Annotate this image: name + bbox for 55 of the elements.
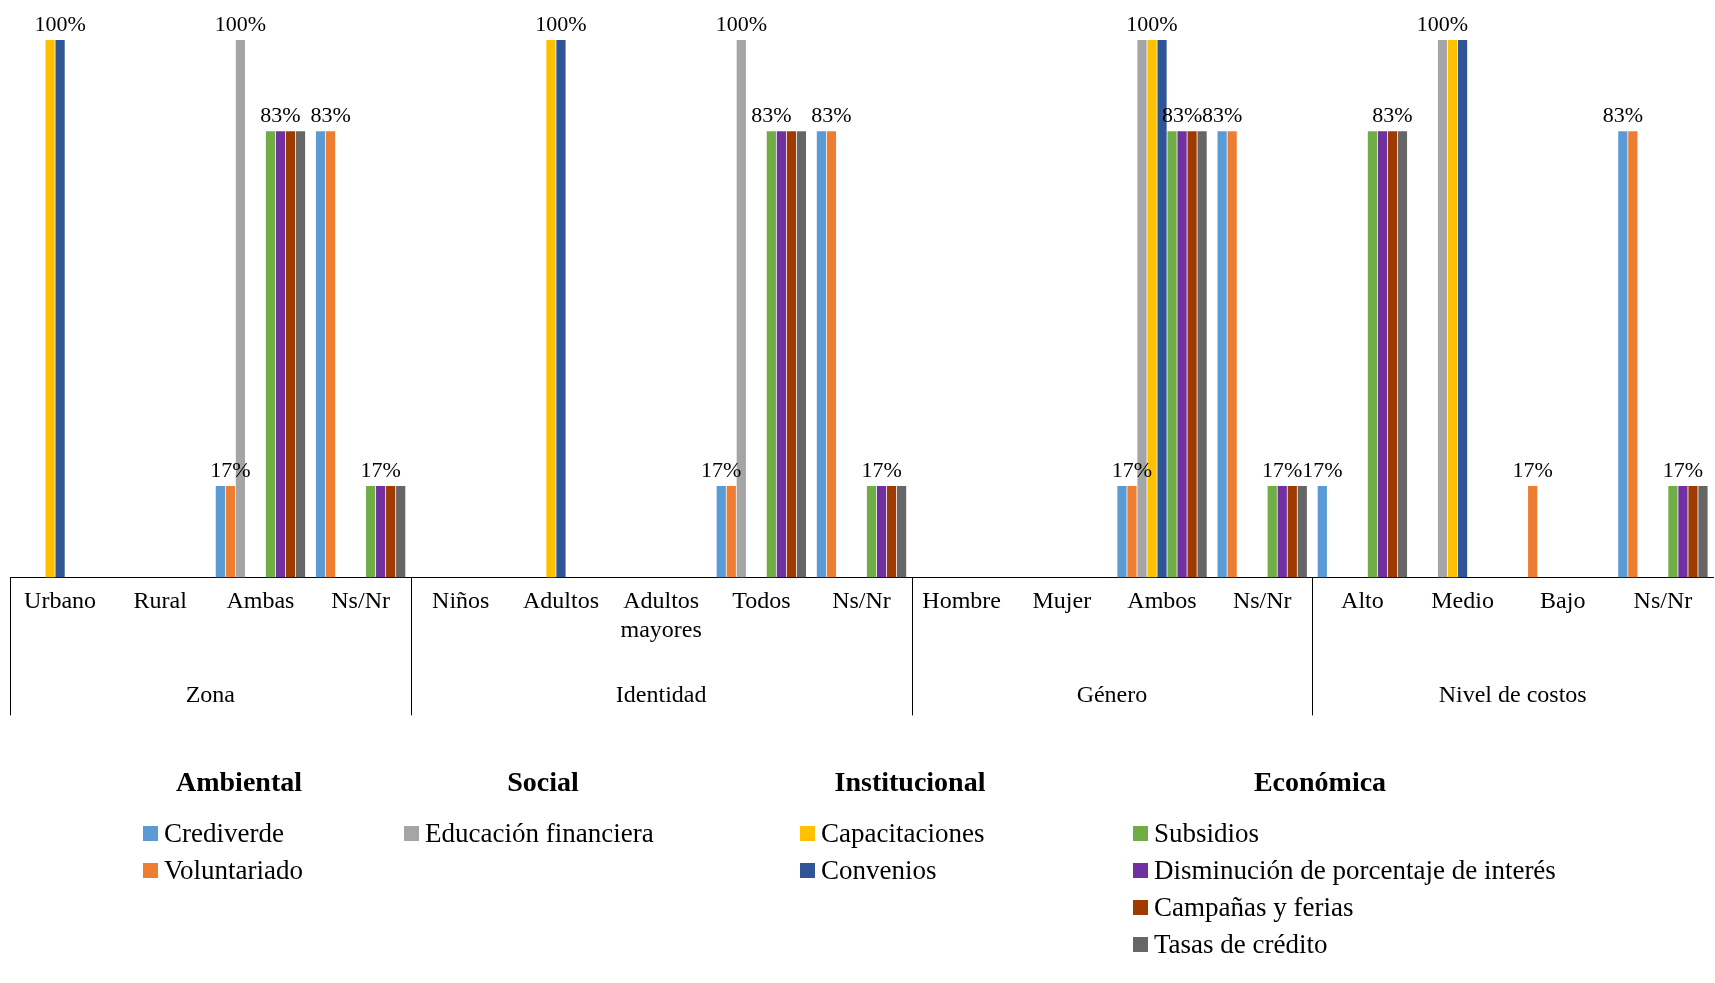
data-label: 17%	[701, 456, 742, 482]
text: Ambiental	[176, 766, 302, 798]
x-tick-label: Ns/Nr	[832, 587, 891, 614]
text: Nivel de costos	[1438, 680, 1587, 707]
data-label: 83%	[751, 102, 792, 128]
legend-label: Tasas de crédito	[1154, 929, 1328, 960]
legend-label: Campañas y ferias	[1154, 892, 1354, 923]
x-tick-label: Ns/Nr	[331, 587, 390, 614]
data-label: 83%	[1602, 102, 1644, 128]
legend-label: Voluntariado	[164, 855, 303, 886]
legend-label: Capacitaciones	[821, 818, 985, 849]
x-tick-label: Adultos	[522, 587, 599, 614]
data-label: 83%	[811, 102, 852, 128]
data-label: 100%	[1126, 10, 1178, 36]
data-label: 17%	[1662, 456, 1704, 482]
x-tick-label: Ambas	[226, 587, 295, 614]
text: Género	[1076, 680, 1148, 707]
legend-label: Subsidios	[1154, 818, 1260, 849]
x-tick-label: Urbano	[24, 587, 97, 614]
data-label: 17%	[1262, 456, 1303, 482]
text: Social	[507, 766, 579, 798]
data-label: 100%	[34, 10, 86, 36]
data-label: 83%	[1201, 102, 1243, 128]
data-label: 83%	[260, 102, 301, 128]
legend-label: Convenios	[821, 855, 937, 886]
data-label: 17%	[1302, 456, 1343, 482]
data-label: 17%	[1512, 456, 1553, 482]
x-tick-label: Rural	[133, 587, 188, 614]
data-label: 83%	[1372, 102, 1413, 128]
x-tick-label: Mujer	[1032, 587, 1092, 614]
x-tick-label: Ns/Nr	[1633, 587, 1693, 614]
text: Institucional	[834, 766, 986, 798]
data-label: 100%	[214, 10, 267, 36]
x-tick-label: Bajo	[1540, 587, 1586, 614]
data-label: 100%	[535, 10, 587, 36]
x-tick-label: Ns/Nr	[1232, 587, 1292, 614]
legend-label: Crediverde	[164, 818, 284, 849]
x-tick-label: Niños	[432, 587, 490, 614]
x-tick-label: Adultos mayores	[620, 587, 702, 642]
legend-label: Educación financiera	[425, 818, 654, 849]
x-tick-label: Ambos	[1127, 587, 1197, 614]
text: Zona	[185, 680, 236, 707]
data-label: 100%	[715, 10, 767, 36]
x-tick-label: Hombre	[922, 587, 1001, 614]
data-label: 83%	[310, 102, 351, 128]
data-label: 17%	[360, 456, 401, 482]
data-label: 17%	[210, 456, 251, 482]
text: Identidad	[615, 680, 707, 707]
legend-label: Disminución de porcentaje de interés	[1154, 855, 1556, 886]
x-tick-label: Medio	[1431, 587, 1494, 614]
text: Económica	[1253, 766, 1387, 798]
data-label: 100%	[1416, 10, 1469, 36]
x-tick-label: Alto	[1341, 587, 1384, 614]
x-tick-label: Todos	[732, 587, 791, 614]
data-label: 17%	[861, 456, 902, 482]
